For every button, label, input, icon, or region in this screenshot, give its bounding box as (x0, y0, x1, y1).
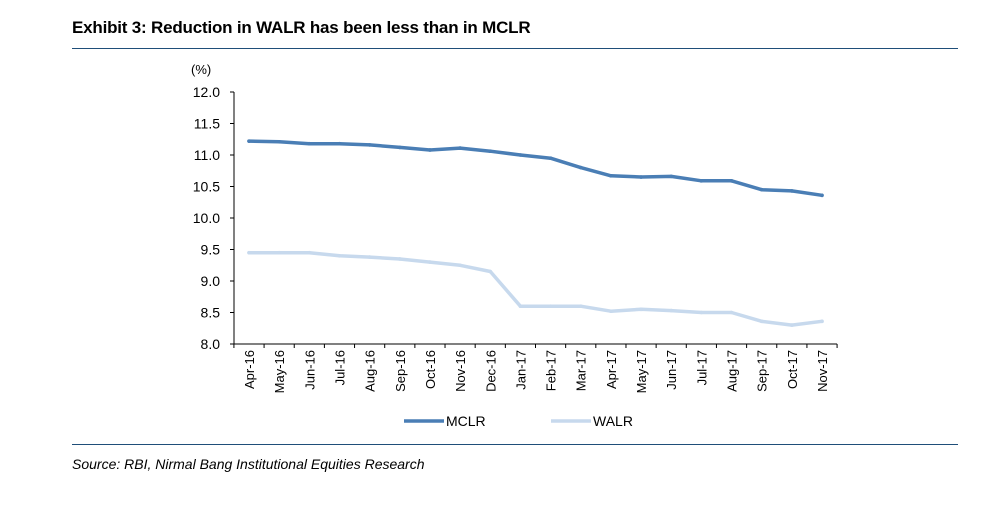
x-tick-label: Apr-16 (242, 350, 257, 389)
data-point-walr (307, 250, 312, 255)
data-point-mclr (759, 187, 764, 192)
data-point-walr (488, 269, 493, 274)
data-point-mclr (458, 146, 462, 150)
data-point-mclr (669, 174, 674, 179)
data-point-walr (277, 250, 281, 255)
data-point-mclr (367, 143, 372, 147)
data-point-mclr (820, 193, 824, 198)
chart-title: Exhibit 3: Reduction in WALR has been le… (72, 18, 531, 37)
y-tick-label: 10.0 (193, 210, 220, 226)
legend: MCLR WALR (404, 413, 633, 429)
data-point-mclr (639, 175, 643, 179)
data-point-mclr (729, 179, 734, 183)
data-point-mclr (790, 189, 794, 193)
legend-label-walr: WALR (593, 413, 633, 429)
x-tick-label: Oct-16 (423, 350, 438, 389)
data-point-walr (639, 307, 643, 312)
y-tick-label: 8.0 (201, 336, 221, 352)
data-point-walr (729, 310, 734, 315)
y-tick-label: 12.0 (193, 84, 220, 100)
data-point-walr (609, 309, 613, 314)
data-point-walr (699, 310, 704, 315)
data-point-walr (247, 250, 251, 255)
x-tick-label: Sep-17 (755, 350, 770, 392)
data-point-mclr (397, 145, 402, 150)
data-point-mclr (247, 139, 251, 143)
data-point-walr (428, 260, 432, 264)
data-point-walr (518, 304, 523, 309)
x-tick-label: Apr-17 (604, 350, 619, 389)
x-tick-label: May-17 (634, 350, 649, 393)
series-line-walr (247, 250, 824, 327)
data-point-mclr (428, 148, 432, 152)
data-point-walr (548, 304, 553, 309)
x-tick-label: Jun-17 (664, 350, 679, 390)
data-point-walr (759, 319, 764, 324)
data-point-walr (458, 263, 462, 268)
data-point-walr (669, 308, 674, 313)
x-tick-label: Aug-17 (725, 350, 740, 392)
data-point-walr (790, 323, 794, 327)
data-point-mclr (518, 153, 523, 157)
series-line-mclr (247, 139, 824, 198)
y-axis: (%) 12.0 11.5 11.0 10.5 10.0 9.5 9.0 8.5 8.0 (191, 62, 235, 352)
x-tick-label: Feb-17 (544, 350, 559, 391)
legend-label-mclr: MCLR (446, 413, 486, 429)
data-point-mclr (277, 139, 281, 144)
data-point-walr (578, 304, 583, 309)
x-tick-label: May-16 (272, 350, 287, 393)
series-layer (247, 139, 824, 327)
y-tick-label: 11.0 (194, 147, 220, 163)
x-tick-label: Dec-16 (483, 350, 498, 392)
bottom-divider (72, 444, 958, 445)
top-divider (72, 48, 958, 49)
y-tick-label: 9.5 (201, 242, 221, 258)
x-tick-label: Oct-17 (785, 350, 800, 389)
data-point-walr (397, 257, 402, 261)
x-tick-label: Aug-16 (363, 350, 378, 392)
y-tick-label: 10.5 (193, 179, 220, 195)
data-point-mclr (548, 156, 553, 160)
x-tick-label: Jul-16 (332, 350, 347, 385)
data-point-mclr (609, 173, 613, 178)
data-point-walr (820, 319, 824, 324)
y-axis-label: (%) (191, 62, 211, 77)
x-axis: Apr-16 May-16 Jun-16 Jul-16 Aug-16 Sep-16 Oct-… (233, 343, 838, 393)
y-tick-label: 9.0 (201, 273, 221, 289)
data-point-walr (367, 255, 372, 259)
x-tick-label: Jun-16 (302, 350, 317, 390)
data-point-mclr (488, 149, 493, 154)
x-tick-label: Jan-17 (513, 350, 528, 390)
data-point-mclr (699, 179, 704, 183)
data-point-walr (337, 254, 342, 258)
x-tick-label: Jul-17 (694, 350, 709, 385)
source-note: Source: RBI, Nirmal Bang Institutional E… (72, 456, 425, 472)
x-tick-label: Sep-16 (393, 350, 408, 392)
x-tick-label: Mar-17 (574, 350, 589, 391)
y-tick-label: 11.5 (194, 116, 220, 132)
data-point-mclr (337, 141, 342, 146)
x-tick-label: Nov-16 (453, 350, 468, 392)
x-tick-label: Nov-17 (815, 350, 830, 392)
data-point-mclr (578, 165, 583, 170)
data-point-mclr (307, 141, 312, 146)
y-tick-label: 8.5 (201, 305, 221, 321)
